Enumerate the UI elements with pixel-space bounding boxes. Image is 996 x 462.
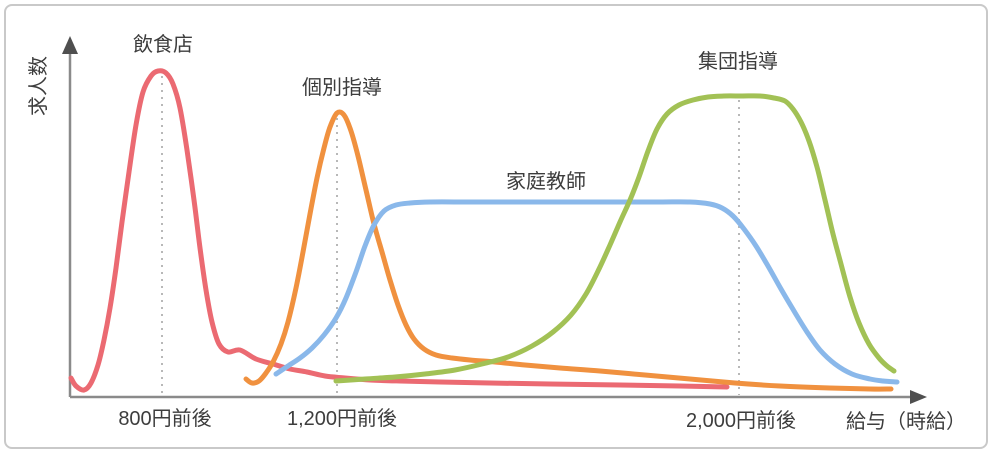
y-axis-arrowhead-icon: [62, 36, 78, 54]
x-axis-label: 給与（時給）: [846, 411, 966, 433]
x-axis-arrowhead-icon: [910, 390, 927, 404]
curve-label-restaurant: 飲食店: [133, 34, 193, 56]
curve-label-private-tutoring: 個別指導: [302, 77, 382, 99]
peak-guide-lines: [161, 76, 740, 395]
x-tick-label-2000: 2,000円前後: [685, 410, 797, 432]
curve-label-group-instruction: 集団指導: [698, 51, 778, 73]
curve-group-instruction: [333, 93, 897, 384]
curve-label-home-tutor: 家庭教師: [506, 171, 586, 193]
y-axis-label: 求人数: [28, 56, 50, 116]
curve-restaurant: [68, 68, 730, 393]
curve-private-tutoring: [243, 109, 894, 392]
x-tick-label-800: 800円前後: [118, 408, 212, 430]
curve-home-tutor: [273, 199, 900, 385]
distribution-curves: [68, 68, 900, 393]
x-tick-label-1200: 1,200円前後: [286, 408, 398, 430]
